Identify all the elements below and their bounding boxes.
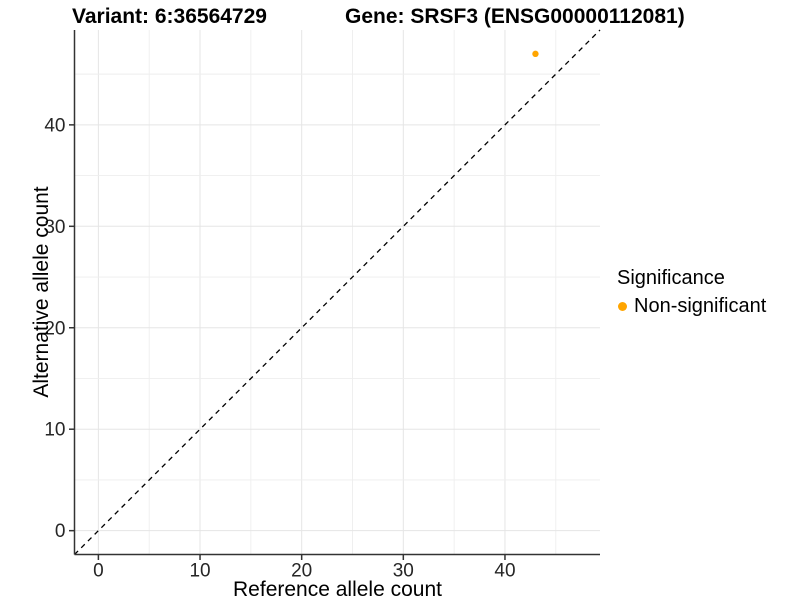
x-tick-label: 20	[291, 561, 312, 582]
y-tick-label: 40	[44, 115, 65, 136]
legend-entry-label: Non-significant	[634, 295, 767, 317]
x-tick-label: 30	[393, 561, 414, 582]
y-tick-label: 20	[44, 318, 65, 339]
x-tick-label: 40	[494, 561, 515, 582]
legend-entry-non-significant: Non-significant	[617, 295, 766, 318]
y-axis-title: Alternative allele count	[30, 186, 53, 398]
x-tick-label: 10	[189, 561, 210, 582]
legend-point-icon	[618, 302, 627, 311]
y-tick-label: 0	[55, 521, 66, 542]
identity-dashed-line	[74, 29, 601, 555]
data-point	[532, 50, 539, 58]
legend-title: Significance	[617, 267, 725, 289]
y-tick-label: 10	[44, 420, 65, 441]
y-tick-label: 30	[44, 217, 65, 238]
gene-title: Gene: SRSF3 (ENSG00000112081)	[345, 5, 685, 28]
x-tick-label: 0	[93, 561, 104, 582]
variant-title: Variant: 6:36564729	[72, 5, 267, 28]
x-axis-title: Reference allele count	[233, 578, 442, 600]
legend: Significance Non-significant	[617, 267, 766, 318]
